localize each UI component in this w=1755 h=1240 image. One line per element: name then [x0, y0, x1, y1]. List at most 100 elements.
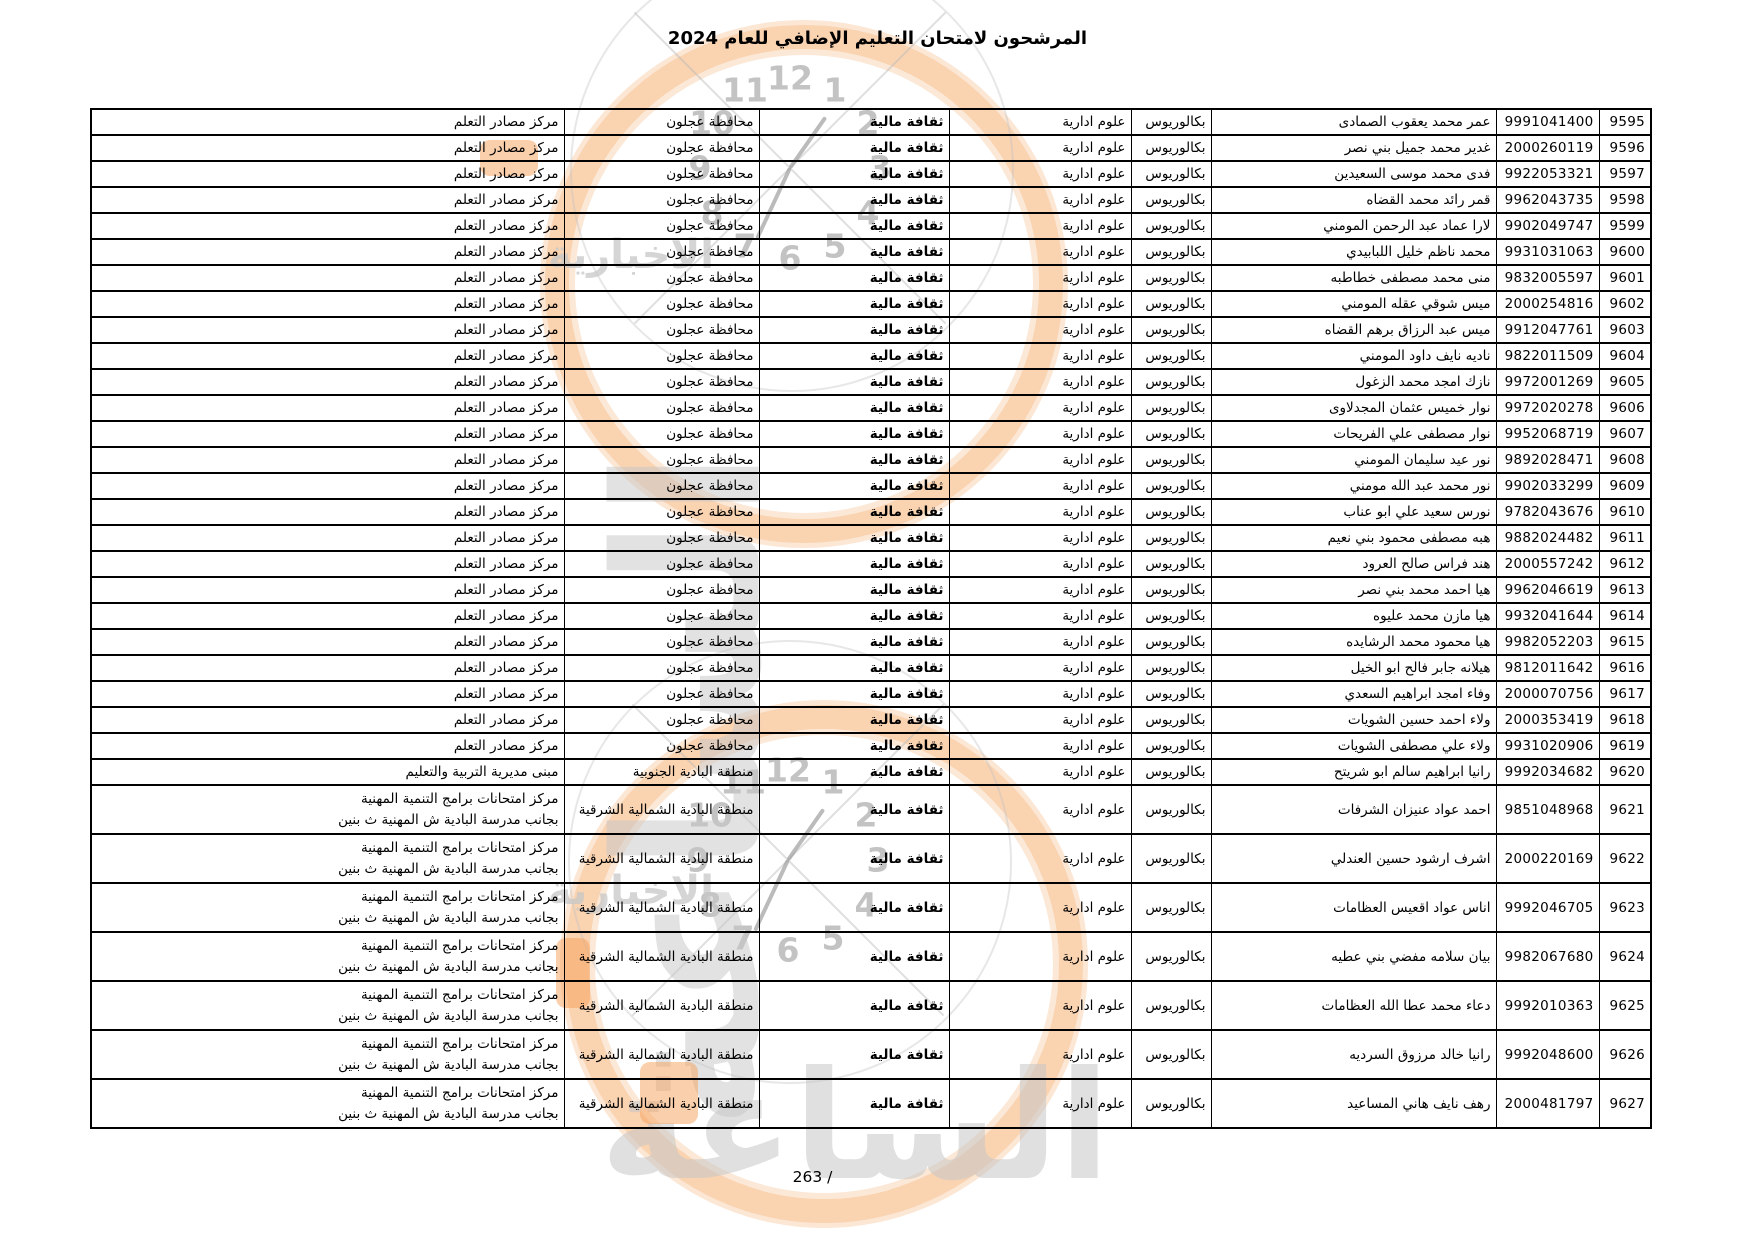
- cell-serial: 9626: [1598, 1029, 1652, 1080]
- cell-field: علوم ادارية: [948, 1078, 1132, 1129]
- cell-degree: بكالوريوس: [1130, 342, 1212, 370]
- cell-name: نازك امجد محمد الزغول: [1210, 368, 1497, 396]
- cell-subject: ثقافة مالية: [758, 498, 950, 526]
- cell-region: محافظة عجلون: [563, 394, 760, 422]
- cell-subject: ثقافة مالية: [758, 446, 950, 474]
- cell-field: علوم ادارية: [948, 732, 1132, 760]
- cell-serial: 9597: [1598, 160, 1652, 188]
- cell-degree: بكالوريوس: [1130, 732, 1212, 760]
- cell-subject: ثقافة مالية: [758, 186, 950, 214]
- cell-id: 2000353419: [1495, 706, 1600, 734]
- cell-field: علوم ادارية: [948, 576, 1132, 604]
- cell-field: علوم ادارية: [948, 628, 1132, 656]
- cell-field: علوم ادارية: [948, 680, 1132, 708]
- cell-degree: بكالوريوس: [1130, 602, 1212, 630]
- cell-id: 9912047761: [1495, 316, 1600, 344]
- cell-field: علوم ادارية: [948, 290, 1132, 318]
- cell-name: محمد ناظم خليل اللبابيدي: [1210, 238, 1497, 266]
- cell-name: نور محمد عبد الله مومني: [1210, 472, 1497, 500]
- cell-serial: 9605: [1598, 368, 1652, 396]
- table-row: 9625 9992010363 دعاء محمد عطا الله العظاما…: [90, 980, 1652, 1031]
- cell-center: مركز مصادر التعلم: [90, 316, 565, 344]
- cell-id: 2000557242: [1495, 550, 1600, 578]
- cell-degree: بكالوريوس: [1130, 550, 1212, 578]
- cell-center: مركز مصادر التعلم: [90, 342, 565, 370]
- table-row: 9600 9931031063 محمد ناظم خليل اللبابيدي بك…: [90, 238, 1652, 266]
- cell-serial: 9621: [1598, 784, 1652, 835]
- cell-center: مركز امتحانات برامج التنمية المهنية بجانب…: [90, 833, 565, 884]
- cell-subject: ثقافة مالية: [758, 342, 950, 370]
- cell-id: 9992048600: [1495, 1029, 1600, 1080]
- cell-subject: ثقافة مالية: [758, 108, 950, 136]
- cell-center: مركز مصادر التعلم: [90, 134, 565, 162]
- cell-degree: بكالوريوس: [1130, 394, 1212, 422]
- table-row: 9622 2000220169 اشرف ارشود حسين العندلي بكا…: [90, 833, 1652, 884]
- table-row: 9612 2000557242 هند فراس صالح العرود بكالور…: [90, 550, 1652, 578]
- cell-id: 9931031063: [1495, 238, 1600, 266]
- cell-serial: 9600: [1598, 238, 1652, 266]
- cell-name: احمد عواد عنيزان الشرفات: [1210, 784, 1497, 835]
- cell-serial: 9608: [1598, 446, 1652, 474]
- candidates-table: 9595 9991041400 عمر محمد يعقوب الصمادى بكال…: [90, 108, 1652, 1129]
- cell-region: محافظة عجلون: [563, 550, 760, 578]
- cell-region: محافظة عجلون: [563, 680, 760, 708]
- table-row: 9627 2000481797 رهف نايف هاني المساعيد بكال…: [90, 1078, 1652, 1129]
- cell-name: ولاء احمد حسين الشويات: [1210, 706, 1497, 734]
- table-row: 9609 9902033299 نور محمد عبد الله مومني بكا…: [90, 472, 1652, 500]
- cell-name: هبه مصطفى محمود بني نعيم: [1210, 524, 1497, 552]
- cell-name: ولاء علي مصطفى الشويات: [1210, 732, 1497, 760]
- cell-degree: بكالوريوس: [1130, 186, 1212, 214]
- cell-region: محافظة عجلون: [563, 628, 760, 656]
- cell-field: علوم ادارية: [948, 498, 1132, 526]
- table-row: 9615 9982052203 هيا محمود محمد الرشايده بكا…: [90, 628, 1652, 656]
- cell-center: مركز مصادر التعلم: [90, 706, 565, 734]
- cell-subject: ثقافة مالية: [758, 931, 950, 982]
- cell-degree: بكالوريوس: [1130, 368, 1212, 396]
- cell-subject: ثقافة مالية: [758, 134, 950, 162]
- cell-degree: بكالوريوس: [1130, 108, 1212, 136]
- cell-field: علوم ادارية: [948, 1029, 1132, 1080]
- cell-serial: 9607: [1598, 420, 1652, 448]
- cell-field: علوم ادارية: [948, 316, 1132, 344]
- cell-region: محافظة عجلون: [563, 134, 760, 162]
- cell-subject: ثقافة مالية: [758, 706, 950, 734]
- cell-name: اشرف ارشود حسين العندلي: [1210, 833, 1497, 884]
- clock-number: 11: [722, 70, 768, 110]
- table-row: 9604 9822011509 ناديه نايف داود المومني بكا…: [90, 342, 1652, 370]
- cell-id: 9952068719: [1495, 420, 1600, 448]
- cell-id: 9982052203: [1495, 628, 1600, 656]
- cell-field: علوم ادارية: [948, 342, 1132, 370]
- table-row: 9624 9982067680 بيان سلامه مفضي بني عطيه بك…: [90, 931, 1652, 982]
- table-row: 9599 9902049747 لارا عماد عبد الرحمن الموم…: [90, 212, 1652, 240]
- cell-center: مبنى مديرية التربية والتعليم: [90, 758, 565, 786]
- cell-subject: ثقافة مالية: [758, 550, 950, 578]
- cell-id: 9902049747: [1495, 212, 1600, 240]
- cell-name: رانيا ابراهيم سالم ابو شريتح: [1210, 758, 1497, 786]
- cell-subject: ثقافة مالية: [758, 784, 950, 835]
- cell-serial: 9596: [1598, 134, 1652, 162]
- cell-region: منطقة البادية الجنوبية: [563, 758, 760, 786]
- cell-center: مركز مصادر التعلم: [90, 550, 565, 578]
- cell-name: منى محمد مصطفى خطاطبه: [1210, 264, 1497, 292]
- cell-subject: ثقافة مالية: [758, 882, 950, 933]
- cell-region: محافظة عجلون: [563, 732, 760, 760]
- cell-center: مركز امتحانات برامج التنمية المهنية بجانب…: [90, 882, 565, 933]
- cell-degree: بكالوريوس: [1130, 498, 1212, 526]
- cell-serial: 9623: [1598, 882, 1652, 933]
- cell-region: منطقة البادية الشمالية الشرقية: [563, 833, 760, 884]
- cell-field: علوم ادارية: [948, 212, 1132, 240]
- cell-name: قمر رائد محمد القضاه: [1210, 186, 1497, 214]
- cell-center: مركز مصادر التعلم: [90, 524, 565, 552]
- cell-center: مركز مصادر التعلم: [90, 212, 565, 240]
- cell-subject: ثقافة مالية: [758, 212, 950, 240]
- table-row: 9620 9992034682 رانيا ابراهيم سالم ابو شري…: [90, 758, 1652, 786]
- cell-degree: بكالوريوس: [1130, 680, 1212, 708]
- cell-subject: ثقافة مالية: [758, 1078, 950, 1129]
- cell-serial: 9619: [1598, 732, 1652, 760]
- cell-region: محافظة عجلون: [563, 524, 760, 552]
- cell-region: محافظة عجلون: [563, 108, 760, 136]
- cell-center: مركز مصادر التعلم: [90, 368, 565, 396]
- cell-id: 9972001269: [1495, 368, 1600, 396]
- cell-region: محافظة عجلون: [563, 264, 760, 292]
- cell-degree: بكالوريوس: [1130, 316, 1212, 344]
